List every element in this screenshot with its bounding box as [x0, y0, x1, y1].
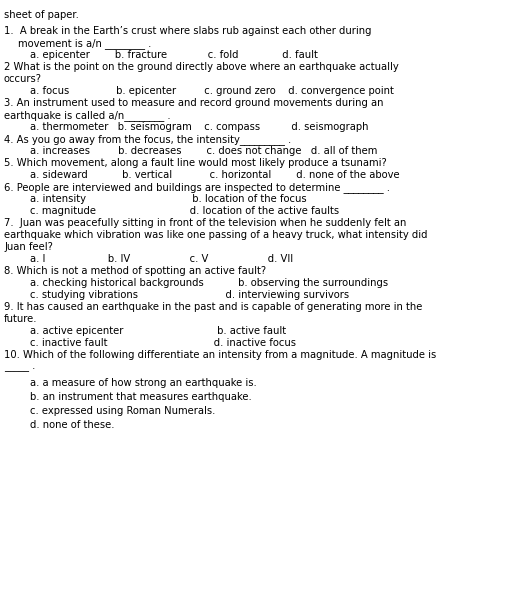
Text: occurs?: occurs? [4, 74, 42, 84]
Text: a. increases         b. decreases        c. does not change   d. all of them: a. increases b. decreases c. does not ch… [30, 146, 377, 156]
Text: a. epicenter        b. fracture             c. fold              d. fault: a. epicenter b. fracture c. fold d. faul… [30, 50, 318, 60]
Text: 9. It has caused an earthquake in the past and is capable of generating more in : 9. It has caused an earthquake in the pa… [4, 302, 423, 312]
Text: sheet of paper.: sheet of paper. [4, 10, 79, 20]
Text: a. a measure of how strong an earthquake is.: a. a measure of how strong an earthquake… [30, 378, 257, 388]
Text: movement is a/n ________ .: movement is a/n ________ . [18, 38, 151, 49]
Text: Juan feel?: Juan feel? [4, 242, 53, 252]
Text: c. expressed using Roman Numerals.: c. expressed using Roman Numerals. [30, 406, 215, 416]
Text: 1.  A break in the Earth’s crust where slabs rub against each other during: 1. A break in the Earth’s crust where sl… [4, 26, 372, 36]
Text: d. none of these.: d. none of these. [30, 420, 115, 430]
Text: c. inactive fault                                  d. inactive focus: c. inactive fault d. inactive focus [30, 338, 296, 348]
Text: 8. Which is not a method of spotting an active fault?: 8. Which is not a method of spotting an … [4, 266, 266, 276]
Text: a. checking historical backgrounds           b. observing the surroundings: a. checking historical backgrounds b. ob… [30, 278, 388, 288]
Text: 3. An instrument used to measure and record ground movements during an: 3. An instrument used to measure and rec… [4, 98, 383, 108]
Text: c. magnitude                              d. location of the active faults: c. magnitude d. location of the active f… [30, 206, 339, 216]
Text: a. focus               b. epicenter         c. ground zero    d. convergence poi: a. focus b. epicenter c. ground zero d. … [30, 86, 394, 96]
Text: future.: future. [4, 314, 38, 324]
Text: a. active epicenter                              b. active fault: a. active epicenter b. active fault [30, 326, 286, 336]
Text: 4. As you go away from the focus, the intensity_________ .: 4. As you go away from the focus, the in… [4, 134, 291, 145]
Text: a. intensity                                  b. location of the focus: a. intensity b. location of the focus [30, 194, 307, 204]
Text: c. studying vibrations                            d. interviewing survivors: c. studying vibrations d. interviewing s… [30, 290, 349, 300]
Text: a. I                    b. IV                   c. V                   d. VII: a. I b. IV c. V d. VII [30, 254, 293, 264]
Text: b. an instrument that measures earthquake.: b. an instrument that measures earthquak… [30, 392, 252, 402]
Text: _____ .: _____ . [4, 362, 36, 372]
Text: earthquake which vibration was like one passing of a heavy truck, what intensity: earthquake which vibration was like one … [4, 230, 427, 240]
Text: a. thermometer   b. seismogram    c. compass          d. seismograph: a. thermometer b. seismogram c. compass … [30, 122, 368, 132]
Text: 5. Which movement, along a fault line would most likely produce a tsunami?: 5. Which movement, along a fault line wo… [4, 158, 387, 168]
Text: 2 What is the point on the ground directly above where an earthquake actually: 2 What is the point on the ground direct… [4, 62, 399, 72]
Text: earthquake is called a/n________ .: earthquake is called a/n________ . [4, 110, 171, 121]
Text: a. sideward           b. vertical            c. horizontal        d. none of the: a. sideward b. vertical c. horizontal d.… [30, 170, 399, 180]
Text: 6. People are interviewed and buildings are inspected to determine ________ .: 6. People are interviewed and buildings … [4, 182, 390, 193]
Text: 7.  Juan was peacefully sitting in front of the television when he suddenly felt: 7. Juan was peacefully sitting in front … [4, 218, 407, 228]
Text: 10. Which of the following differentiate an intensity from a magnitude. A magnit: 10. Which of the following differentiate… [4, 350, 436, 360]
